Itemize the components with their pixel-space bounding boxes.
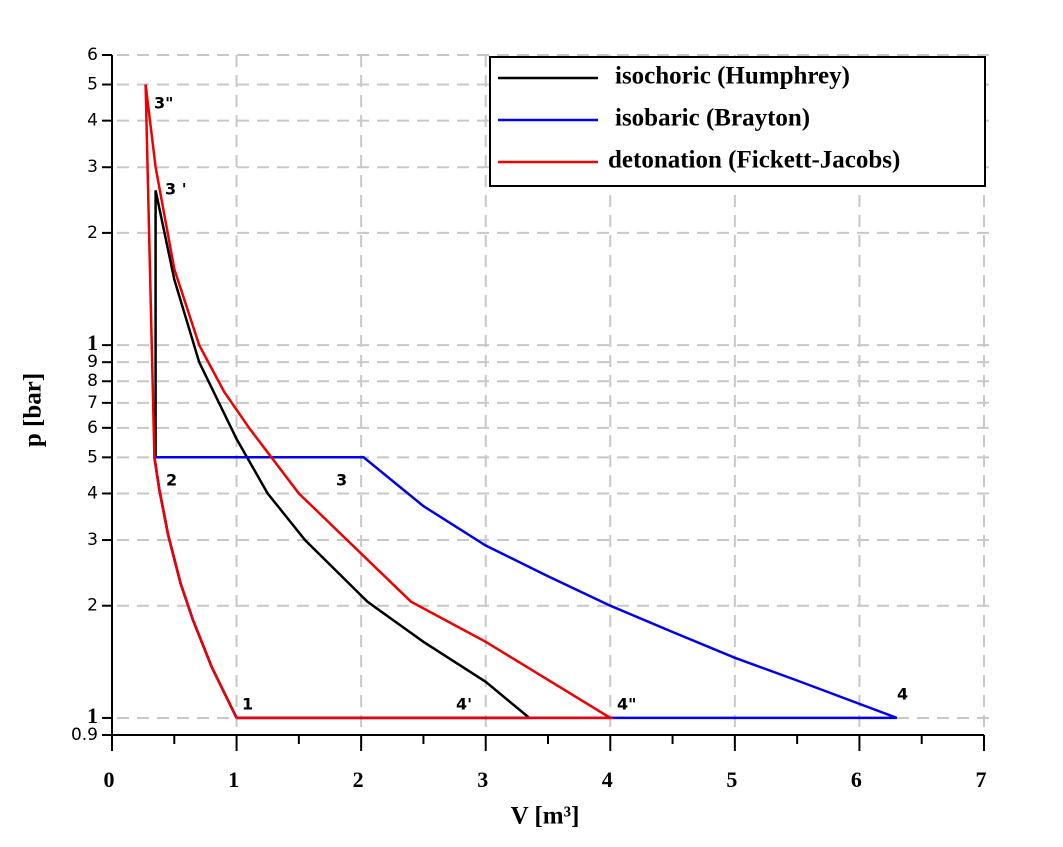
y-tick-label: 6 — [87, 45, 98, 65]
x-tick-label: 4 — [602, 767, 613, 792]
series-line — [152, 190, 533, 720]
x-tick-label: 0 — [104, 767, 115, 792]
x-tick-label: 6 — [851, 767, 862, 792]
y-tick-label: 4 — [87, 483, 98, 503]
y-tick-label: 4 — [87, 111, 98, 131]
y-tick-label: 0.9 — [71, 725, 98, 745]
point-label: 1 — [242, 695, 253, 714]
y-tick-label: 1 — [87, 330, 98, 355]
y-tick-label: 9 — [87, 352, 98, 372]
y-tick-label: 2 — [87, 223, 98, 243]
point-label: 4 — [897, 685, 908, 704]
x-tick-label: 5 — [726, 767, 737, 792]
point-label: 3 ' — [165, 180, 187, 199]
point-label: 4" — [617, 695, 636, 714]
legend-label: isochoric (Humphrey) — [615, 63, 850, 90]
point-label: 4' — [456, 695, 472, 714]
y-tick-label: 8 — [87, 371, 98, 391]
x-tick-label: 1 — [228, 767, 239, 792]
y-tick-label: 3 — [87, 530, 98, 550]
y-tick-label: 2 — [87, 596, 98, 616]
legend-label: isobaric (Brayton) — [615, 105, 810, 132]
x-tick-label: 3 — [477, 767, 488, 792]
x-tick-label: 7 — [976, 767, 987, 792]
y-tick-label: 5 — [87, 75, 98, 95]
y-tick-label: 3 — [87, 157, 98, 177]
point-label: 3 — [336, 471, 347, 490]
point-label: 2 — [166, 471, 177, 490]
series-line — [152, 456, 898, 720]
legend-label: detonation (Fickett-Jacobs) — [608, 147, 900, 174]
x-axis-title: V [m³] — [511, 803, 580, 830]
x-tick-label: 2 — [353, 767, 364, 792]
y-tick-label: 7 — [87, 393, 98, 413]
series-line — [144, 84, 615, 720]
y-tick-label: 1 — [87, 703, 98, 728]
y-tick-label: 6 — [87, 418, 98, 438]
y-tick-label: 5 — [87, 447, 98, 467]
point-label: 3" — [154, 94, 173, 113]
y-axis-title: p [bar] — [20, 373, 47, 447]
